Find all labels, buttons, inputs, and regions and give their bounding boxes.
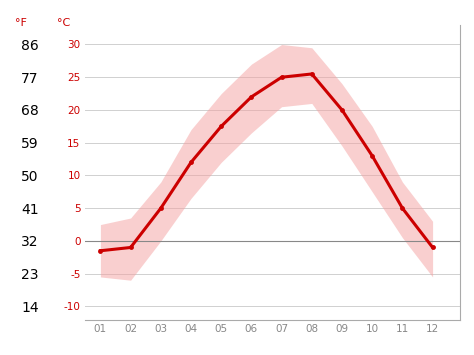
Text: °C: °C: [57, 18, 71, 28]
Text: °F: °F: [15, 18, 27, 28]
